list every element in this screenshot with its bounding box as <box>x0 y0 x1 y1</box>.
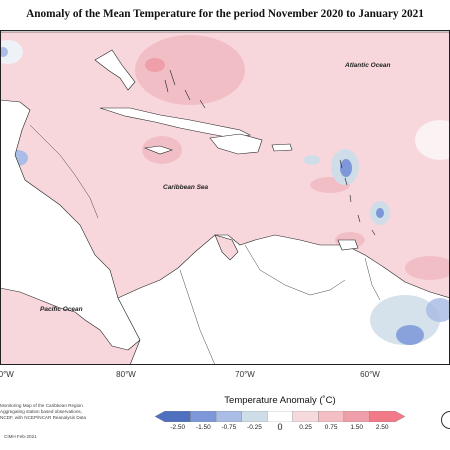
border-colombia <box>179 269 216 365</box>
lon-label-60w: 60°W <box>360 370 380 379</box>
cool-anomaly-guianas-core <box>396 325 424 345</box>
map-svg <box>0 30 450 365</box>
legend-swatch <box>215 411 242 422</box>
puerto-rico <box>271 143 293 152</box>
lesser-antilles <box>339 159 376 236</box>
border-ca-1 <box>29 124 99 219</box>
trinidad <box>337 239 359 251</box>
atlantic-ocean-label: Atlantic Ocean <box>345 62 391 69</box>
warm-anomaly-bahamas <box>135 35 245 105</box>
lon-label-70w: 70°W <box>235 370 255 379</box>
legend-tick-label: 1.50 <box>350 424 363 431</box>
islands <box>99 69 376 251</box>
map-title: Anomaly of the Mean Temperature for the … <box>26 8 424 20</box>
legend-swatch <box>318 411 345 422</box>
legend-tick-label: -0.25 <box>247 424 262 431</box>
warm-anomaly-guiana <box>405 256 450 280</box>
footnote: Monitoring Map of the Caribbean Region. … <box>0 403 150 421</box>
legend-tick-label: 0.75 <box>324 424 338 431</box>
florida <box>94 49 136 91</box>
legend-swatch <box>155 411 191 422</box>
cuba <box>99 107 251 139</box>
legend-swatch <box>241 411 268 422</box>
footnote-line: NCDF, with NCEP/NCAR Reanalysis Data <box>0 415 87 420</box>
legend-tick-label: -2.50 <box>170 424 186 431</box>
legend-swatch <box>190 411 217 422</box>
cool-anomaly-barbados-core <box>376 208 384 218</box>
legend-swatch <box>369 411 405 422</box>
footnote-line: Monitoring Map of the Caribbean Region. <box>0 403 85 408</box>
anomaly-map <box>0 30 450 365</box>
country-borders <box>29 124 381 365</box>
jamaica <box>143 145 173 155</box>
footnote-line: Aggregating station based observations, <box>0 409 82 414</box>
caribbean-sea-label: Caribbean Sea <box>163 184 209 191</box>
warm-anomaly-core <box>145 58 165 72</box>
legend-color-bar <box>155 411 405 422</box>
hispaniola <box>209 133 263 155</box>
lon-label-90w: 90°W <box>0 370 14 379</box>
legend-swatch <box>343 411 370 422</box>
lon-label-80w: 80°W <box>116 370 136 379</box>
border-venezuela <box>244 244 346 296</box>
logo <box>441 411 450 429</box>
legend-title: Temperature Anomaly (˚C) <box>224 395 336 406</box>
cool-anomaly-suriname <box>426 298 450 322</box>
legend-swatch <box>292 411 319 422</box>
credit: CIMH Feb-2021 <box>4 434 37 439</box>
legend-swatch <box>267 411 293 422</box>
cool-anomaly-nw <box>0 40 23 64</box>
legend-tick-label: -0.75 <box>221 424 237 431</box>
lake-maracaibo <box>214 234 239 261</box>
legend-tick-label: 0 <box>277 422 283 432</box>
legend-tick-label: -1.50 <box>195 424 211 431</box>
cool-anomaly-nw-core <box>0 47 8 57</box>
neutral-anomaly-east <box>415 120 450 160</box>
legend-tick-label: 2.50 <box>375 424 389 431</box>
border-guyana <box>364 257 381 301</box>
cool-anomaly-pr <box>304 155 320 165</box>
pacific-ocean-label: Pacific Ocean <box>40 306 83 313</box>
bahamas <box>164 69 206 109</box>
legend-tick-label: 0.25 <box>299 424 312 431</box>
cool-anomaly-antilles-core <box>340 159 352 177</box>
